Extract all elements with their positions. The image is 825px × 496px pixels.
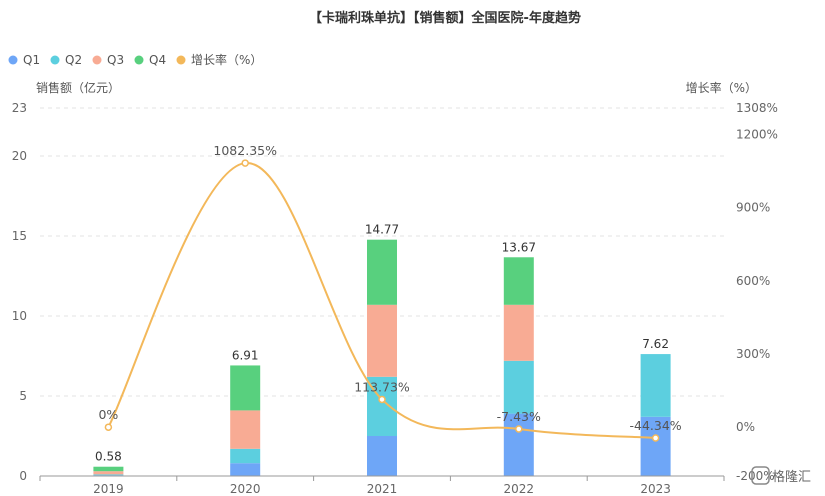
bar-q4-2019[interactable] bbox=[93, 466, 124, 472]
watermark-logo-icon bbox=[751, 466, 770, 485]
growth-rate-point[interactable] bbox=[651, 434, 660, 442]
growth-rate-label: -7.43% bbox=[497, 409, 541, 424]
bar-q1-2020[interactable] bbox=[230, 463, 261, 476]
growth-rate-line[interactable] bbox=[104, 159, 660, 442]
legend[interactable]: Q1 Q2 Q3 Q4 增长率（%） bbox=[8, 52, 263, 67]
bar-total-label: 13.67 bbox=[502, 240, 536, 254]
watermark-text: 格隆汇 bbox=[772, 469, 811, 485]
bar-total-label: 14.77 bbox=[365, 223, 399, 237]
legend-item-label[interactable]: Q2 bbox=[65, 53, 82, 67]
bar-series[interactable] bbox=[93, 239, 671, 476]
data-labels: 0.58 6.91 14.77 13.67 7.62 0% 1082.35% 113.73% -… bbox=[95, 143, 682, 464]
x-tick-label: 2019 bbox=[93, 482, 124, 496]
bar-total-label: 6.91 bbox=[232, 348, 259, 362]
right-tick-label: 600% bbox=[736, 274, 770, 288]
bar-q2-2022[interactable] bbox=[503, 360, 534, 414]
legend-item-label[interactable]: Q1 bbox=[23, 53, 40, 67]
left-tick-label: 0 bbox=[19, 469, 27, 483]
chart-title: 【卡瑞利珠单抗】【销售额】全国医院-年度趋势 bbox=[309, 10, 581, 26]
growth-rate-point[interactable] bbox=[515, 425, 523, 433]
legend-marker[interactable] bbox=[134, 55, 144, 65]
bar-q3-2021[interactable] bbox=[367, 304, 397, 377]
legend-item-label[interactable]: Q3 bbox=[107, 53, 124, 67]
legend-marker[interactable] bbox=[8, 55, 18, 65]
bar-q2-2019[interactable] bbox=[93, 474, 124, 476]
growth-rate-point[interactable] bbox=[241, 159, 249, 167]
bar-q1-2021[interactable] bbox=[367, 436, 397, 476]
bar-q3-2020[interactable] bbox=[230, 410, 261, 449]
growth-rate-label: -44.34% bbox=[630, 418, 682, 433]
growth-rate-label: 0% bbox=[98, 407, 118, 422]
bar-total-label: 0.58 bbox=[95, 450, 122, 464]
growth-rate-label: 1082.35% bbox=[213, 143, 277, 158]
left-tick-label: 20 bbox=[12, 149, 27, 163]
left-tick-label: 10 bbox=[12, 309, 27, 323]
bar-q4-2020[interactable] bbox=[230, 365, 261, 411]
right-tick-label: 1308% bbox=[736, 101, 778, 115]
right-tick-label: 900% bbox=[736, 201, 770, 215]
right-tick-label: -200% bbox=[736, 469, 775, 483]
x-tick-label: 2020 bbox=[230, 482, 261, 496]
bar-q2-2023[interactable] bbox=[640, 354, 671, 417]
bar-q3-2019[interactable] bbox=[93, 471, 124, 475]
bar-q1-2022[interactable] bbox=[503, 413, 534, 476]
right-tick-label: 1200% bbox=[736, 127, 778, 141]
axes: 0510152023-200%0%300%600%900%1200%1308%2… bbox=[12, 101, 778, 496]
left-tick-label: 5 bbox=[19, 389, 27, 403]
bar-q4-2021[interactable] bbox=[367, 239, 397, 305]
left-axis-title: 销售额（亿元） bbox=[36, 80, 120, 95]
legend-item-label[interactable]: 增长率（%） bbox=[191, 52, 262, 67]
legend-marker[interactable] bbox=[176, 55, 186, 65]
bar-total-label: 7.62 bbox=[642, 337, 669, 351]
left-tick-label: 23 bbox=[12, 101, 27, 115]
legend-marker[interactable] bbox=[92, 55, 102, 65]
growth-rate-label: 113.73% bbox=[354, 379, 410, 394]
legend-marker[interactable] bbox=[50, 55, 60, 65]
bar-q2-2020[interactable] bbox=[230, 448, 261, 464]
left-tick-label: 15 bbox=[12, 229, 27, 243]
x-tick-label: 2023 bbox=[640, 482, 671, 496]
bar-q3-2022[interactable] bbox=[503, 304, 534, 361]
right-tick-label: 0% bbox=[736, 420, 755, 434]
right-tick-label: 300% bbox=[736, 347, 770, 361]
growth-rate-point[interactable] bbox=[378, 395, 386, 404]
x-tick-label: 2021 bbox=[367, 482, 398, 496]
growth-rate-point[interactable] bbox=[104, 423, 113, 431]
right-axis-title: 增长率（%） bbox=[686, 80, 757, 95]
bar-q1-2023[interactable] bbox=[640, 416, 671, 476]
watermark: 格隆汇 bbox=[751, 466, 811, 485]
x-tick-label: 2022 bbox=[504, 482, 535, 496]
growth-rate-curve[interactable] bbox=[107, 162, 656, 440]
legend-item-label[interactable]: Q4 bbox=[149, 53, 166, 67]
bar-q4-2022[interactable] bbox=[503, 257, 534, 305]
